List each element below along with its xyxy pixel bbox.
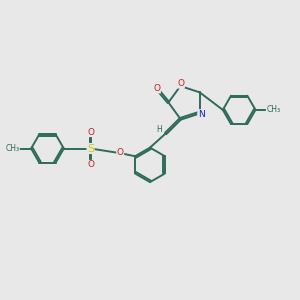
Text: O: O xyxy=(87,160,94,169)
Text: N: N xyxy=(198,110,205,118)
Text: CH₃: CH₃ xyxy=(5,144,20,153)
Text: O: O xyxy=(117,148,124,157)
Text: S: S xyxy=(87,143,94,154)
Text: CH₃: CH₃ xyxy=(266,105,280,114)
Text: H: H xyxy=(156,124,162,134)
Text: O: O xyxy=(154,84,160,93)
Text: O: O xyxy=(177,79,184,88)
Text: O: O xyxy=(87,128,94,137)
